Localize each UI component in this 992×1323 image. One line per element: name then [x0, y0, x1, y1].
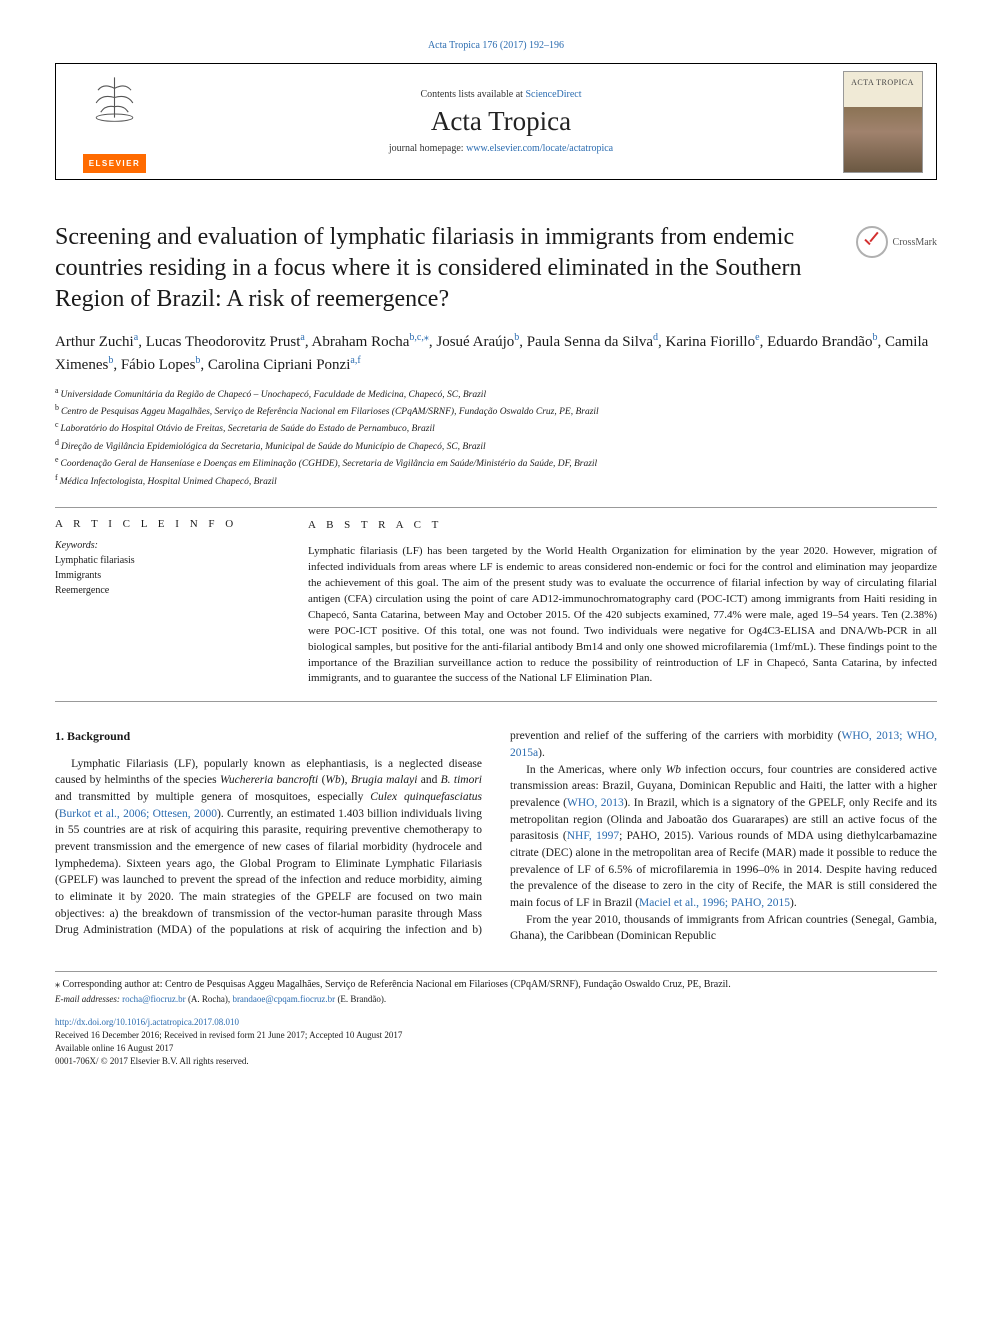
citation-link[interactable]: Maciel et al., 1996; PAHO, 2015: [639, 897, 790, 909]
corresponding-author-note: ⁎ Corresponding author at: Centro de Pes…: [55, 978, 937, 993]
contents-lists-line: Contents lists available at ScienceDirec…: [173, 89, 829, 100]
affiliations: aUniversidade Comunitária da Região de C…: [55, 385, 937, 489]
journal-title: Acta Tropica: [173, 106, 829, 137]
divider: [55, 507, 937, 508]
publisher-name: ELSEVIER: [83, 154, 147, 173]
crossmark-label: CrossMark: [893, 237, 937, 248]
author-affil-sup: b: [514, 332, 519, 343]
author-affil-sup: b: [872, 332, 877, 343]
author-name: Abraham Rocha: [312, 334, 410, 350]
journal-homepage-line: journal homepage: www.elsevier.com/locat…: [173, 143, 829, 154]
cover-thumb-title: ACTA TROPICA: [844, 78, 922, 87]
affiliation-line: eCoordenação Geral de Hanseníase e Doenç…: [55, 454, 937, 471]
author-name: Paula Senna da Silva: [527, 334, 653, 350]
homepage-label: journal homepage:: [389, 143, 466, 154]
author-affil-sup: a: [300, 332, 304, 343]
body-paragraph: In the Americas, where only Wb infection…: [510, 762, 937, 912]
section-heading-background: 1. Background: [55, 728, 482, 745]
copyright-line: 0001-706X/ © 2017 Elsevier B.V. All righ…: [55, 1055, 937, 1068]
affiliation-line: fMédica Infectologista, Hospital Unimed …: [55, 472, 937, 489]
author-affil-sup: a: [134, 332, 138, 343]
author-name: Karina Fiorillo: [666, 334, 756, 350]
journal-cover-block: ACTA TROPICA: [829, 64, 936, 179]
running-head: Acta Tropica 176 (2017) 192–196: [55, 40, 937, 51]
abstract-label: A B S T R A C T: [308, 518, 937, 534]
author-affil-sup: e: [755, 332, 759, 343]
crossmark-icon: [856, 226, 888, 258]
keywords-list: Lymphatic filariasisImmigrantsReemergenc…: [55, 553, 280, 598]
masthead: ELSEVIER Contents lists available at Sci…: [55, 63, 937, 180]
author-affil-sup: b,c,⁎: [409, 332, 428, 343]
email-line: E-mail addresses: rocha@fiocruz.br (A. R…: [55, 993, 937, 1006]
citation-link[interactable]: NHF, 1997: [567, 830, 619, 842]
email-link[interactable]: rocha@fiocruz.br: [122, 994, 186, 1004]
email-link[interactable]: brandaoe@cpqam.fiocruz.br: [232, 994, 335, 1004]
keyword-item: Lymphatic filariasis: [55, 553, 280, 568]
affiliation-line: cLaboratório do Hospital Otávio de Freit…: [55, 419, 937, 436]
article-info-block: A R T I C L E I N F O Keywords: Lymphati…: [55, 518, 280, 687]
affiliation-line: dDireção de Vigilância Epidemiológica da…: [55, 437, 937, 454]
author-affil-sup: b: [108, 355, 113, 366]
keyword-item: Reemergence: [55, 583, 280, 598]
doi-link[interactable]: http://dx.doi.org/10.1016/j.actatropica.…: [55, 1017, 239, 1027]
sciencedirect-link[interactable]: ScienceDirect: [525, 89, 581, 100]
author-name: Eduardo Brandão: [767, 334, 872, 350]
author-name: Josué Araújo: [436, 334, 514, 350]
author-affil-sup: d: [653, 332, 658, 343]
elsevier-tree-icon: [87, 70, 142, 125]
received-dates: Received 16 December 2016; Received in r…: [55, 1029, 937, 1042]
journal-cover-thumb: ACTA TROPICA: [843, 71, 923, 173]
publisher-block: ELSEVIER: [56, 64, 173, 179]
body-paragraph: From the year 2010, thousands of immigra…: [510, 912, 937, 945]
article-title: Screening and evaluation of lymphatic fi…: [55, 222, 836, 316]
keywords-label: Keywords:: [55, 540, 280, 551]
affiliation-line: bCentro de Pesquisas Aggeu Magalhães, Se…: [55, 402, 937, 419]
author-name: Carolina Cipriani Ponzi: [208, 357, 350, 373]
article-info-label: A R T I C L E I N F O: [55, 518, 280, 530]
abstract-block: A B S T R A C T Lymphatic filariasis (LF…: [308, 518, 937, 687]
affiliation-line: aUniversidade Comunitária da Região de C…: [55, 385, 937, 402]
citation-link[interactable]: Burkot et al., 2006; Ottesen, 2000: [59, 808, 217, 820]
author-list: Arthur Zuchia, Lucas Theodorovitz Prusta…: [55, 330, 937, 377]
body-two-column: 1. Background Lymphatic Filariasis (LF),…: [55, 728, 937, 945]
footnotes-block: ⁎ Corresponding author at: Centro de Pes…: [55, 971, 937, 1068]
author-affil-sup: b: [195, 355, 200, 366]
author-affil-sup: a,f: [350, 355, 360, 366]
citation-link[interactable]: WHO, 2013: [567, 797, 624, 809]
crossmark-badge[interactable]: CrossMark: [856, 222, 937, 258]
journal-homepage-link[interactable]: www.elsevier.com/locate/actatropica: [466, 143, 613, 154]
author-name: Lucas Theodorovitz Prust: [146, 334, 301, 350]
author-name: Fábio Lopes: [121, 357, 196, 373]
available-online: Available online 16 August 2017: [55, 1042, 937, 1055]
contents-lists-text: Contents lists available at: [420, 89, 525, 100]
divider: [55, 701, 937, 702]
abstract-text: Lymphatic filariasis (LF) has been targe…: [308, 544, 937, 687]
masthead-center: Contents lists available at ScienceDirec…: [173, 64, 829, 179]
keyword-item: Immigrants: [55, 568, 280, 583]
author-name: Arthur Zuchi: [55, 334, 134, 350]
